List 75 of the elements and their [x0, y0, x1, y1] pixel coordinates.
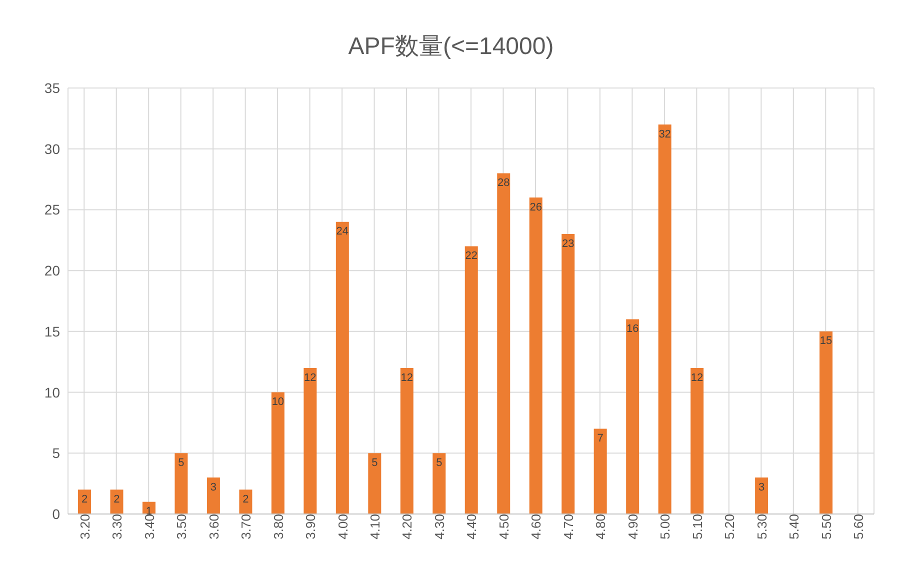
x-tick-label: 4.10: [368, 514, 383, 540]
data-label: 7: [597, 432, 604, 445]
x-tick-label: 3.30: [110, 514, 125, 540]
bar: [239, 490, 252, 514]
data-label: 16: [626, 323, 639, 336]
y-tick-label: 20: [44, 262, 60, 279]
data-label: 2: [81, 493, 88, 506]
x-tick-label: 5.50: [818, 514, 834, 540]
x-tick-label: 3.50: [174, 514, 190, 540]
x-tick-label: 4.90: [625, 514, 640, 540]
y-tick-label: 15: [44, 323, 60, 340]
y-tick-label: 10: [44, 384, 60, 400]
data-label: 15: [820, 335, 832, 348]
x-tick-label: 4.70: [560, 514, 576, 540]
bar: [400, 368, 414, 514]
bar: [690, 368, 704, 514]
bar: [336, 222, 349, 514]
bar: [755, 477, 768, 514]
x-tick-label: 3.60: [206, 514, 222, 540]
x-tick-label: 5.60: [851, 514, 866, 540]
data-label: 22: [465, 250, 478, 262]
y-tick-label: 5: [52, 445, 60, 462]
bar: [78, 490, 91, 514]
x-tick-label: 5.20: [722, 514, 738, 540]
bar: [110, 490, 124, 514]
bar: [368, 453, 382, 514]
bar: [174, 453, 188, 514]
x-tick-label: 4.40: [464, 514, 480, 540]
y-tick-label: 25: [44, 202, 60, 218]
bar: [206, 477, 220, 514]
y-tick-label: 35: [44, 80, 60, 96]
data-label: 12: [690, 372, 704, 384]
data-label: 28: [497, 177, 510, 190]
data-label: 2: [114, 493, 120, 506]
data-label: 24: [336, 226, 349, 238]
x-tick-label: 3.20: [77, 514, 92, 540]
data-label: 3: [758, 481, 765, 494]
x-tick-label: 5.10: [690, 514, 705, 540]
bar: [271, 392, 284, 514]
bar: [658, 124, 672, 514]
data-label: 5: [436, 456, 442, 469]
data-label: 12: [304, 372, 316, 384]
data-label: 3: [210, 481, 217, 494]
x-tick-label: 4.60: [528, 514, 544, 540]
bar: [529, 198, 542, 514]
data-label: 26: [530, 201, 542, 214]
x-tick-label: 3.70: [238, 514, 254, 540]
data-label: 5: [372, 456, 378, 469]
x-tick-label: 4.80: [593, 514, 608, 540]
x-tick-label: 3.80: [270, 514, 286, 540]
chart-title: APF数量(<=14000): [347, 32, 555, 62]
data-label: 10: [272, 396, 284, 408]
bar: [432, 453, 446, 514]
bar: [497, 173, 510, 514]
data-label: 5: [178, 456, 184, 469]
data-label: 23: [562, 238, 574, 250]
data-label: 12: [400, 372, 414, 384]
x-tick-label: 5.40: [786, 514, 802, 540]
y-tick-label: 0: [52, 506, 60, 522]
bar: [594, 428, 607, 514]
data-label: 2: [242, 493, 249, 506]
bar: [626, 319, 640, 514]
x-tick-label: 4.00: [335, 514, 350, 540]
x-tick-label: 3.90: [303, 514, 318, 540]
x-tick-label: 4.50: [496, 514, 512, 540]
x-tick-label: 5.00: [658, 514, 673, 540]
bar: [820, 331, 833, 514]
x-tick-label: 4.30: [432, 514, 447, 540]
bar: [304, 368, 317, 514]
bar: [464, 246, 478, 514]
y-tick-label: 30: [44, 140, 60, 157]
x-tick-label: 4.20: [400, 514, 415, 540]
data-label: 32: [658, 128, 671, 140]
bar: [562, 234, 575, 514]
x-tick-label: 5.30: [754, 514, 770, 540]
